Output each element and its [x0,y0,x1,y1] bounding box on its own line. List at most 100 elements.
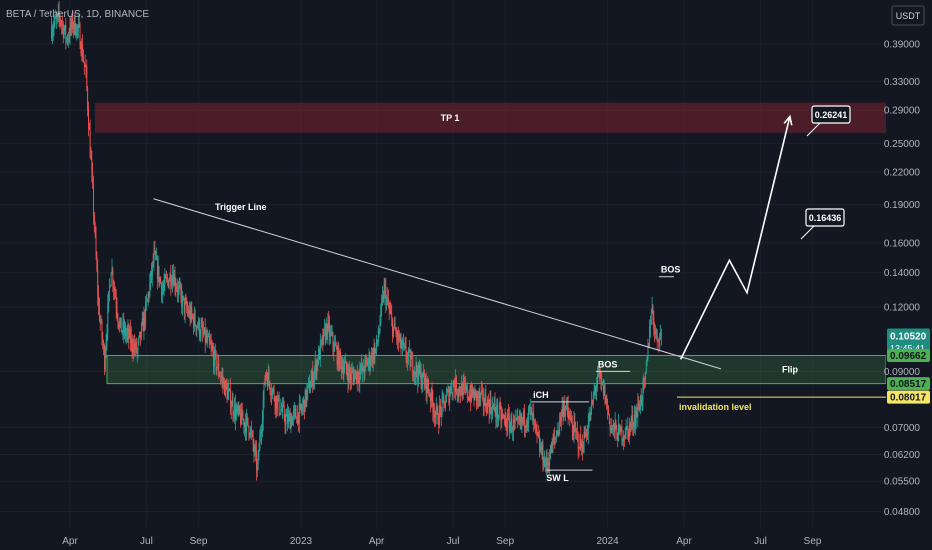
candle-body [55,17,57,19]
candle-body [116,307,118,316]
candle-body [298,403,300,424]
candle-body [334,343,336,347]
candle-body [100,320,102,323]
candle-body [186,302,188,310]
candle-body [595,388,597,390]
candle-body [312,370,314,386]
candle-body [434,413,436,418]
candle-body [244,423,246,427]
candle-body [409,350,411,367]
candle-body [231,399,233,407]
candle-body [83,61,85,65]
candle-body [507,414,509,429]
candle-body [388,306,390,310]
candle-body [638,402,640,408]
candle-body [398,339,400,341]
candle-body [219,374,220,377]
candle-body [90,156,92,160]
candle-body [366,359,367,362]
candle-body [513,419,515,423]
candle-body [194,313,196,326]
annotation-label: SW L [546,473,569,483]
candle-body [114,291,116,298]
candle-body [643,378,645,382]
currency-button[interactable]: USDT [891,5,925,26]
candle-body [587,423,589,435]
candle-body [128,328,130,339]
candle-body [203,331,205,335]
candle-body [560,412,562,422]
candle-body [634,415,636,425]
x-tick-label: Apr [676,536,692,547]
candle-body [234,404,236,417]
candle-body [309,388,311,393]
candle-body [187,310,189,316]
candle-body [528,406,530,421]
candle-body [541,445,543,454]
candle-body [489,399,491,415]
candle-body [550,445,552,454]
candle-body [144,313,146,323]
candle-body [310,380,312,389]
candle-body [355,370,357,383]
candle-body [52,28,54,33]
candle-body [261,420,263,430]
candle-body [153,250,155,263]
candle-body [247,417,249,427]
candle-body [294,409,296,410]
candle-body [610,427,612,431]
candle-body [581,442,583,452]
candle-body [338,347,340,369]
candle-body [454,386,456,393]
candle-body [148,293,150,296]
candle-body [336,347,338,365]
candle-body [659,336,661,347]
candle-body [235,404,236,420]
flip-label: Flip [782,365,798,375]
candle-body [304,389,306,412]
y-tick-label: 0.25000 [884,139,921,150]
candle-body [107,303,109,333]
candle-body [258,450,260,452]
candle-body [273,388,275,400]
candle-body [607,407,609,415]
candle-body [172,274,173,284]
candle-body [527,420,529,424]
candle-body [98,304,100,321]
candle-body [378,330,380,336]
candle-body [226,386,228,400]
candle-body [330,331,332,335]
candle-body [481,390,483,391]
candle-body [439,405,441,425]
candle-body [499,405,501,408]
candle-body [416,364,418,374]
candle-body [340,358,342,370]
candle-body [614,421,616,432]
candle-body [288,414,290,416]
candle-body [75,33,77,36]
candle-body [260,434,262,437]
candle-body [590,406,592,420]
candle-body [583,431,585,452]
candle-body [240,408,242,424]
candle-body [648,343,650,346]
candle-body [82,43,84,60]
candle-body [458,386,460,394]
candle-body [606,396,608,409]
candle-body [371,352,373,363]
level-tag-bg [887,377,930,391]
candle-body [370,362,372,367]
candle-body [623,436,625,441]
candle-body [68,37,70,39]
candle-body [399,334,401,340]
candle-body [471,385,473,396]
candle-body [145,302,147,323]
candle-body [266,376,268,387]
candle-body [438,424,440,425]
candle-body [339,351,341,369]
candle-body [400,334,402,349]
candle-body [303,399,305,412]
candle-body [61,23,63,25]
candle-body [335,346,337,348]
